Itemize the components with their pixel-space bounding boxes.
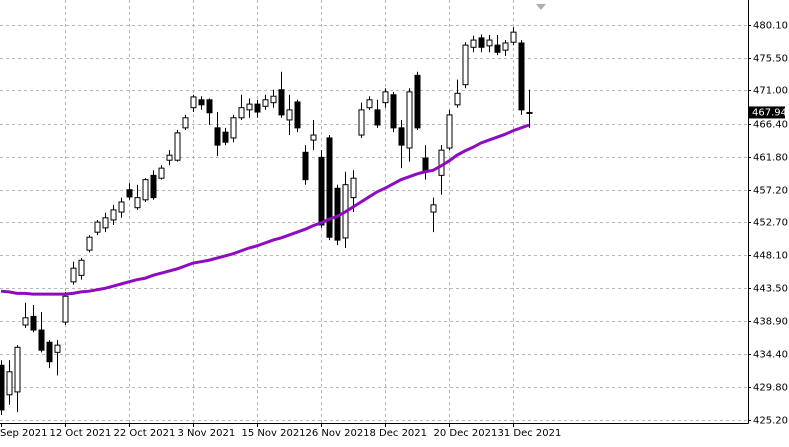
last-price-box (749, 106, 785, 119)
candle-body (398, 127, 405, 146)
candle-body (230, 117, 237, 139)
candle-body (438, 149, 445, 176)
candle-body (214, 127, 221, 146)
y-tick-label: 475.50 (753, 54, 788, 65)
candle-body (62, 295, 69, 323)
candle-body (374, 109, 381, 126)
grid (0, 0, 748, 423)
candle-body (182, 117, 189, 129)
y-tick-label: 434.40 (753, 350, 788, 361)
candle-body (422, 157, 429, 173)
x-tick-label: 8 Dec 2021 (370, 428, 428, 439)
candle-body (518, 42, 525, 111)
y-tick-label: 443.50 (753, 284, 788, 295)
candle-body (46, 341, 53, 363)
x-tick-label: 26 Nov 2021 (306, 428, 370, 439)
candle-body (110, 209, 117, 221)
candle-body (430, 204, 437, 213)
candle-body (278, 89, 285, 116)
candle-body (366, 99, 373, 109)
candle-body (30, 315, 37, 331)
candle-body (6, 371, 13, 396)
y-tick-label: 461.80 (753, 153, 788, 164)
candle-body (0, 364, 5, 411)
y-tick-label: 452.70 (753, 218, 788, 229)
candle-body (350, 177, 357, 199)
y-tick-label: 466.40 (753, 120, 788, 131)
candle-body (502, 42, 509, 51)
candle-body (222, 131, 229, 143)
candle-body (302, 151, 309, 181)
candle-body (158, 167, 165, 179)
candle-body (38, 329, 45, 351)
y-tick-label: 425.20 (753, 416, 788, 427)
candle-body (310, 134, 317, 141)
plot (0, 27, 533, 415)
moving-average-line (0, 123, 530, 296)
candle-body (142, 179, 149, 201)
candle-body (134, 197, 141, 209)
candle-body (94, 221, 101, 233)
candle-body (126, 189, 133, 198)
candle-body (70, 267, 77, 283)
x-tick-label: 3 Nov 2021 (178, 428, 236, 439)
candle-body (326, 137, 333, 238)
x-tick-label: 15 Nov 2021 (242, 428, 306, 439)
candle-body (190, 96, 197, 109)
candle-body (78, 259, 85, 276)
candle-body (510, 31, 517, 43)
candle-body (254, 103, 261, 113)
candle-body (270, 95, 277, 104)
candle-body (54, 344, 61, 353)
y-tick-label: 480.10 (753, 21, 788, 32)
y-tick-label: 471.00 (753, 86, 788, 97)
x-tick-label: Sep 2021 (0, 428, 47, 439)
y-tick-label: 448.10 (753, 251, 788, 262)
candle-body (238, 107, 245, 119)
candle-body (390, 94, 397, 129)
candle-body (382, 91, 389, 104)
candle-body (14, 346, 21, 393)
candle-body (486, 39, 493, 47)
candle-body (206, 99, 213, 114)
candle-body (118, 201, 125, 213)
candle-body (406, 91, 413, 149)
candle-body (262, 99, 269, 107)
candle-body (246, 103, 253, 111)
candle-body (446, 114, 453, 149)
candle-body (86, 236, 93, 251)
x-tick-label: 20 Dec 2021 (434, 428, 498, 439)
candle-body (22, 317, 29, 326)
last-price-label: 467.94 (752, 107, 787, 118)
x-tick-label: 22 Oct 2021 (114, 428, 176, 439)
x-tick-label: 31 Dec 2021 (498, 428, 562, 439)
candle-body (174, 132, 181, 161)
candle-body (198, 99, 205, 106)
candle-body (102, 217, 109, 229)
candle-body (526, 111, 533, 114)
candle-body (494, 44, 501, 53)
y-tick-label: 429.80 (753, 383, 788, 394)
candle-body (478, 37, 485, 48)
candle-body (470, 39, 477, 48)
shift-marker (536, 4, 546, 10)
candle-body (166, 154, 173, 161)
x-tick-label: 12 Oct 2021 (50, 428, 112, 439)
candle-body (318, 156, 325, 226)
candle-body (294, 101, 301, 129)
candle-body (286, 109, 293, 121)
candle-body (150, 174, 157, 199)
candle-body (414, 74, 421, 129)
y-tick-label: 438.90 (753, 317, 788, 328)
candle-body (358, 109, 365, 136)
y-tick-label: 457.20 (753, 186, 788, 197)
candle-body (454, 92, 461, 106)
candle-body (462, 44, 469, 86)
